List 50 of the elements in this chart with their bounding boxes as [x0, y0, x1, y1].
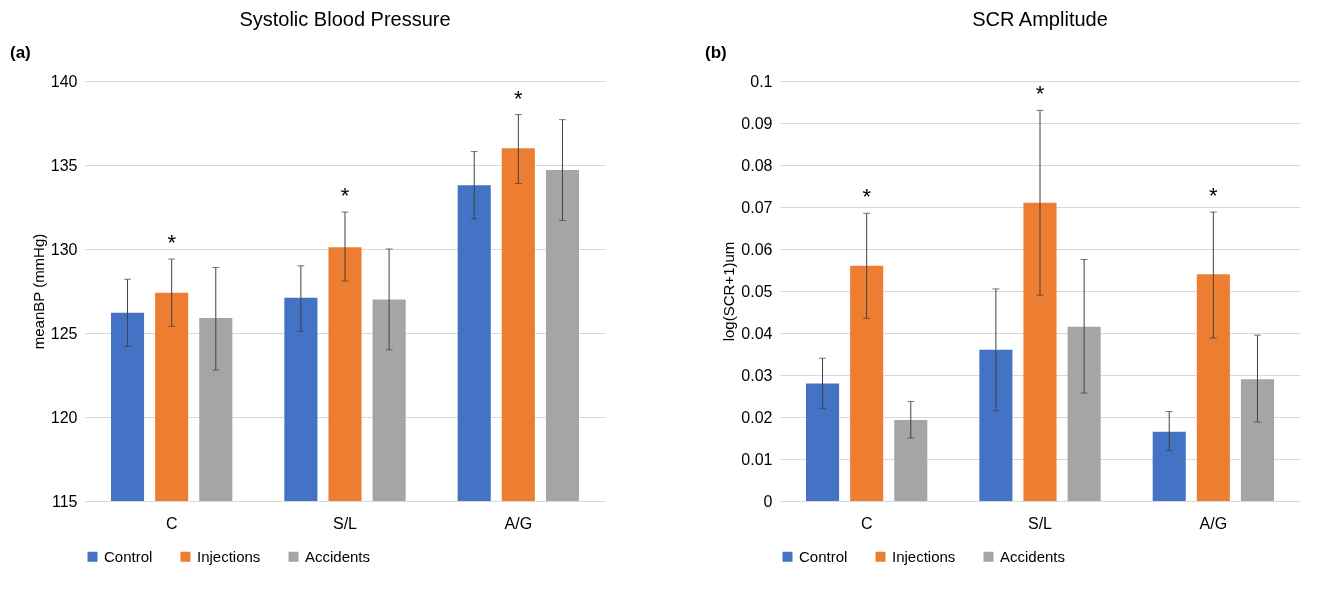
y-tick-label: 0.05	[741, 282, 773, 300]
legend-label: Injections	[892, 547, 956, 565]
y-tick-label: 0	[763, 492, 773, 510]
y-tick-label: 0.04	[741, 324, 773, 342]
y-tick-label: 0.1	[750, 72, 773, 90]
y-tick-label: 140	[50, 72, 78, 90]
y-axis-title: meanBP (mmHg)	[29, 233, 47, 350]
bar	[850, 265, 884, 501]
chart-title: Systolic Blood Pressure	[239, 8, 451, 30]
bar	[979, 349, 1013, 501]
legend-label: Control	[104, 547, 153, 565]
bar	[1023, 202, 1057, 501]
legend-label: Injections	[197, 547, 261, 565]
x-tick-label: C	[860, 514, 873, 532]
legend-label: Accidents	[1000, 547, 1066, 565]
bar	[806, 383, 840, 501]
text: (a)	[10, 43, 31, 62]
annotation: *	[167, 230, 177, 256]
y-tick-label: 0.01	[741, 450, 773, 468]
y-tick-label: 120	[50, 408, 78, 426]
x-tick-label: A/G	[504, 514, 533, 532]
chart-title: SCR Amplitude	[972, 8, 1108, 30]
x-tick-label: S/L	[1027, 514, 1053, 532]
y-tick-label: 0.09	[741, 114, 773, 132]
y-tick-label: 135	[50, 156, 78, 174]
annotation: *	[340, 183, 350, 209]
x-tick-label: S/L	[332, 514, 358, 532]
bar	[894, 419, 928, 501]
text: (b)	[705, 43, 727, 62]
legend-label: Accidents	[305, 547, 371, 565]
annotation: *	[1209, 183, 1219, 209]
bar	[1152, 431, 1186, 501]
annotation: *	[514, 85, 524, 111]
annotation: *	[1035, 81, 1045, 107]
y-tick-label: 125	[50, 324, 78, 342]
legend-label: Control	[799, 547, 848, 565]
y-tick-label: 0.07	[741, 198, 773, 216]
annotation: *	[862, 184, 872, 210]
y-tick-label: 0.06	[741, 240, 773, 258]
x-tick-label: C	[165, 514, 178, 532]
y-axis-title: log(SCR+1)um	[720, 241, 738, 342]
y-tick-label: 115	[51, 492, 78, 510]
y-tick-label: 0.02	[741, 408, 773, 426]
y-tick-label: 130	[50, 240, 78, 258]
y-tick-label: 0.03	[741, 366, 773, 384]
bar	[1067, 326, 1101, 501]
x-tick-label: A/G	[1199, 514, 1228, 532]
bar	[1240, 379, 1274, 501]
bar	[1196, 274, 1230, 501]
y-tick-label: 0.08	[741, 156, 773, 174]
